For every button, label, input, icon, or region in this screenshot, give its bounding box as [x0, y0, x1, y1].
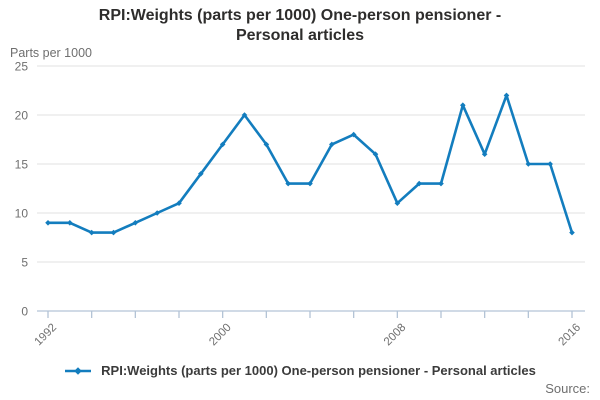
data-point-marker[interactable] [569, 229, 575, 236]
data-point-marker[interactable] [503, 92, 510, 99]
x-axis-tick-label: 2000 [207, 322, 234, 349]
data-point-marker[interactable] [350, 131, 357, 138]
legend-label: RPI:Weights (parts per 1000) One-person … [101, 363, 536, 378]
y-axis-tick-label: 5 [21, 256, 28, 270]
y-axis-tick-label: 15 [15, 158, 29, 172]
y-axis-tick-label: 25 [15, 60, 29, 74]
x-axis-tick-label: 2008 [382, 322, 409, 349]
chart-title-line1: RPI:Weights (parts per 1000) One-person … [98, 7, 502, 24]
legend-series-marker-icon [65, 366, 92, 375]
data-point-marker[interactable] [263, 141, 270, 148]
data-point-marker[interactable] [416, 180, 422, 187]
legend[interactable]: RPI:Weights (parts per 1000) One-person … [0, 363, 600, 378]
data-point-marker[interactable] [481, 151, 488, 157]
data-point-marker[interactable] [372, 151, 379, 157]
data-point-marker[interactable] [285, 180, 291, 187]
y-axis-tick-label: 0 [21, 305, 28, 319]
data-point-marker[interactable] [110, 229, 117, 236]
data-point-marker[interactable] [132, 220, 139, 226]
line-chart-plot-area: 0 5 10 15 20 25 1992 2000 2008 2016 [15, 60, 585, 349]
data-point-marker[interactable] [329, 141, 335, 148]
x-axis-tick-label: 2016 [557, 322, 584, 349]
y-axis-tick-label: 20 [15, 109, 29, 123]
chart-title: RPI:Weights (parts per 1000) One-person … [0, 6, 600, 46]
x-axis-tick-label: 1992 [33, 322, 60, 349]
data-point-marker[interactable] [154, 210, 160, 216]
source-label: Source: [545, 381, 590, 396]
y-axis-units-label: Parts per 1000 [10, 46, 92, 60]
data-point-marker[interactable] [307, 180, 313, 187]
data-point-marker[interactable] [67, 220, 73, 226]
data-point-marker[interactable] [394, 200, 401, 206]
data-point-marker[interactable] [176, 200, 182, 206]
data-point-marker[interactable] [88, 229, 95, 236]
data-point-marker[interactable] [45, 220, 51, 226]
data-point-marker[interactable] [198, 171, 204, 177]
data-point-marker[interactable] [525, 161, 532, 167]
data-point-marker[interactable] [241, 112, 248, 118]
data-point-marker[interactable] [460, 102, 466, 108]
data-point-marker[interactable] [438, 180, 444, 187]
chart-title-line2: Personal articles [235, 27, 365, 44]
y-axis-tick-label: 10 [15, 207, 29, 221]
data-point-marker[interactable] [219, 141, 226, 148]
data-point-marker[interactable] [547, 161, 553, 167]
